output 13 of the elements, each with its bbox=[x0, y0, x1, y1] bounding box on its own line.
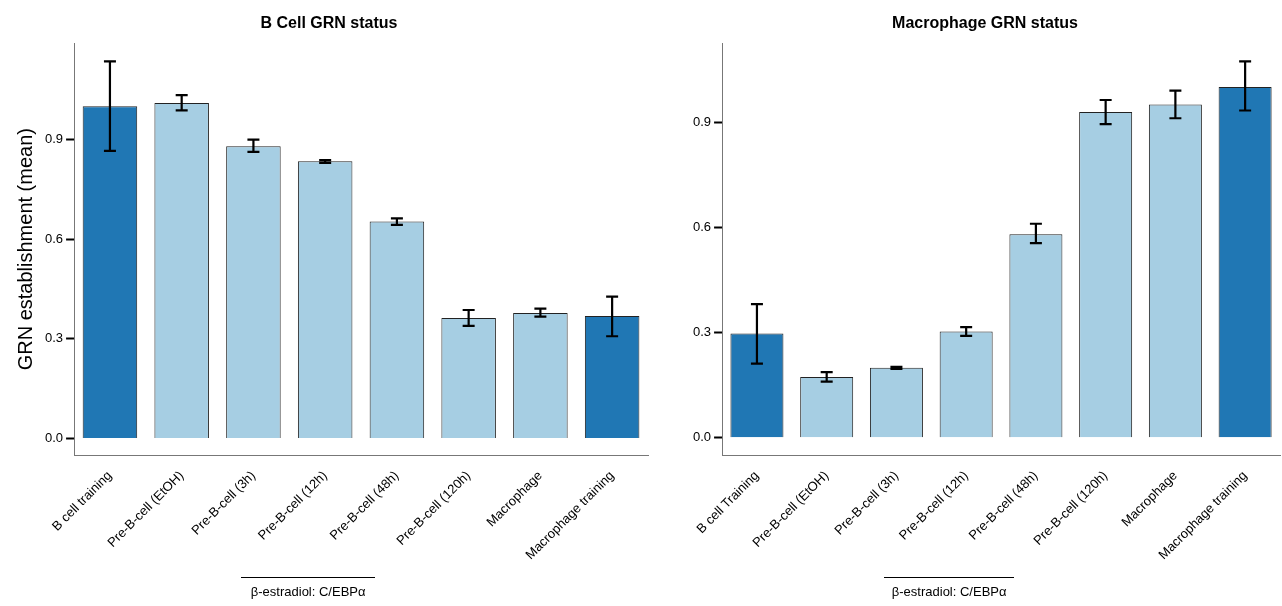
y-tick-label: 0.6 bbox=[44, 230, 64, 246]
y-axis-title: GRN establishment (mean) bbox=[13, 128, 36, 371]
text: β-estradiol: C/EBPα bbox=[891, 584, 1007, 599]
y-tick-label: 0.6 bbox=[692, 218, 712, 234]
y-tick-label: 0.3 bbox=[692, 324, 712, 340]
text: β-estradiol: C/EBPα bbox=[250, 584, 366, 599]
chart-title: B Cell GRN status bbox=[260, 14, 398, 32]
y-tick-label: 0.3 bbox=[44, 330, 64, 346]
y-tick-label: 0.0 bbox=[44, 430, 64, 446]
y-tick-label: 0.9 bbox=[44, 131, 64, 147]
y-tick-label: 0.0 bbox=[692, 429, 712, 445]
chart-title: Macrophage GRN status bbox=[892, 14, 1079, 32]
y-tick-label: 0.9 bbox=[692, 113, 712, 129]
